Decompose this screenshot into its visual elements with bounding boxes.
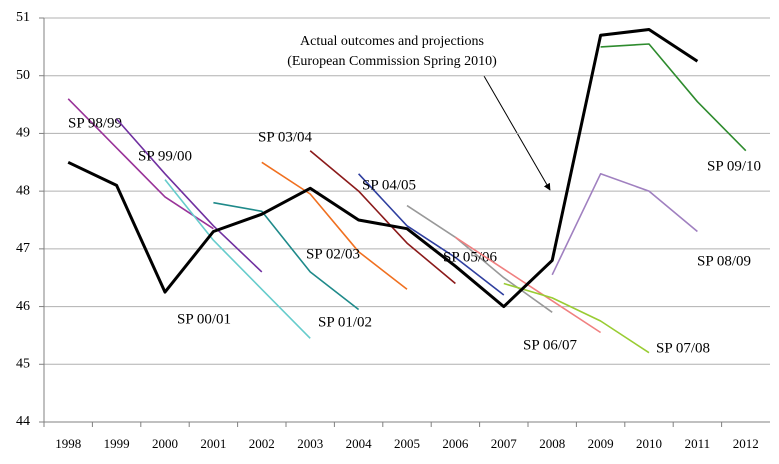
projection-line bbox=[503, 282, 650, 354]
series-label: SP 98/99 bbox=[68, 115, 122, 131]
series-label: SP 05/06 bbox=[443, 249, 498, 265]
projection-line bbox=[551, 173, 698, 276]
annotation: Actual outcomes and projections bbox=[300, 34, 484, 49]
projection-line bbox=[406, 204, 553, 313]
y-tick-label: 44 bbox=[16, 414, 30, 429]
x-tick-label: 2011 bbox=[685, 436, 711, 451]
series-label: SP 01/02 bbox=[318, 314, 372, 330]
x-tick-label: 1999 bbox=[104, 436, 130, 451]
x-tick-label: 2009 bbox=[588, 436, 614, 451]
projection-line bbox=[309, 150, 456, 285]
series-label: SP 03/04 bbox=[258, 129, 313, 145]
series-label: SP 09/10 bbox=[707, 158, 761, 174]
x-tick-label: 2004 bbox=[346, 436, 373, 451]
y-tick-label: 47 bbox=[16, 241, 30, 256]
projection-line bbox=[358, 173, 505, 296]
y-tick-label: 45 bbox=[16, 357, 30, 372]
series-label: SP 00/01 bbox=[177, 311, 231, 327]
series-label: SP 06/07 bbox=[523, 337, 578, 353]
series-label: SP 07/08 bbox=[656, 340, 710, 356]
y-tick-label: 51 bbox=[16, 10, 30, 25]
projection-line bbox=[67, 98, 214, 230]
y-tick-label: 48 bbox=[16, 183, 30, 198]
series-label: SP 08/09 bbox=[697, 253, 751, 269]
x-tick-label: 2008 bbox=[539, 436, 565, 451]
x-tick-label: 1998 bbox=[55, 436, 81, 451]
series-label: SP 04/05 bbox=[362, 177, 416, 193]
x-tick-label: 2012 bbox=[733, 436, 759, 451]
projection-line bbox=[164, 179, 311, 339]
x-tick-label: 2010 bbox=[636, 436, 662, 451]
series-label: SP 99/00 bbox=[138, 148, 192, 164]
projection-line bbox=[213, 201, 360, 311]
x-tick-label: 2005 bbox=[394, 436, 420, 451]
series-label: SP 02/03 bbox=[306, 246, 360, 262]
x-tick-label: 2001 bbox=[200, 436, 226, 451]
projection-line bbox=[116, 118, 263, 273]
x-tick-label: 2006 bbox=[442, 436, 469, 451]
projection-line bbox=[261, 161, 408, 290]
y-tick-label: 46 bbox=[16, 299, 30, 314]
projection-line bbox=[600, 43, 747, 152]
x-tick-label: 2003 bbox=[297, 436, 323, 451]
y-tick-label: 50 bbox=[16, 68, 30, 83]
x-tick-label: 2002 bbox=[249, 436, 275, 451]
y-tick-label: 49 bbox=[16, 126, 30, 141]
annotation: (European Commission Spring 2010) bbox=[287, 54, 497, 69]
x-tick-label: 2000 bbox=[152, 436, 178, 451]
x-tick-label: 2007 bbox=[491, 436, 518, 451]
actual-line bbox=[67, 28, 699, 309]
